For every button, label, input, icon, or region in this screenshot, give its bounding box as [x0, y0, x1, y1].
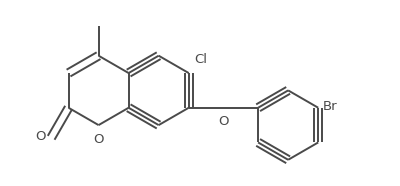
- Text: Cl: Cl: [194, 53, 207, 66]
- Text: O: O: [35, 130, 46, 143]
- Text: Br: Br: [322, 100, 337, 113]
- Text: O: O: [93, 133, 104, 146]
- Text: O: O: [218, 115, 229, 128]
